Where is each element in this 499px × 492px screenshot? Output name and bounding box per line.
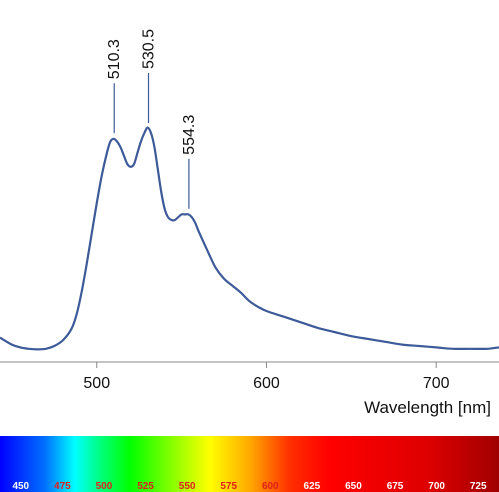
x-tick-label: 500 [83,375,110,392]
spectrum-band-label: 475 [54,481,71,492]
spectrum-band-label: 500 [96,481,113,492]
peak-annotations: 510.3 530.5 554.3 [106,29,198,209]
spectrum-band-label: 700 [428,481,445,492]
spectrum-band-label: 600 [262,481,279,492]
peak-label: 510.3 [106,39,123,79]
spectrum-band-label: 675 [387,481,404,492]
spectrum-band-label: 625 [304,481,321,492]
spectrum-band-label: 575 [220,481,237,492]
x-tick-label: 600 [253,375,280,392]
spectrum-band-label: 650 [345,481,362,492]
spectrum-color-bar: 450 475 500 525 550 575 600 625 650 675 700 725 [0,436,499,492]
series-line [0,126,499,351]
x-tick-label: 700 [423,375,450,392]
plot-area: 500 600 700 Wavelength [nm] 510.3 530.5 554.… [0,29,499,417]
x-axis-ticks [96,362,437,368]
spectrum-band-label: 450 [12,481,29,492]
spectrum-gradient [0,436,499,492]
x-axis-tick-labels: 500 600 700 [83,375,449,392]
peak-label: 530.5 [141,29,158,69]
spectrum-band-label: 525 [137,481,154,492]
spectrum-band-label: 550 [179,481,196,492]
peak-label: 554.3 [181,115,198,155]
spectrum-band-label: 725 [470,481,487,492]
x-axis-title: Wavelength [nm] [364,398,491,417]
spectrum-band-labels: 450 475 500 525 550 575 600 625 650 675 700 725 [12,481,487,492]
